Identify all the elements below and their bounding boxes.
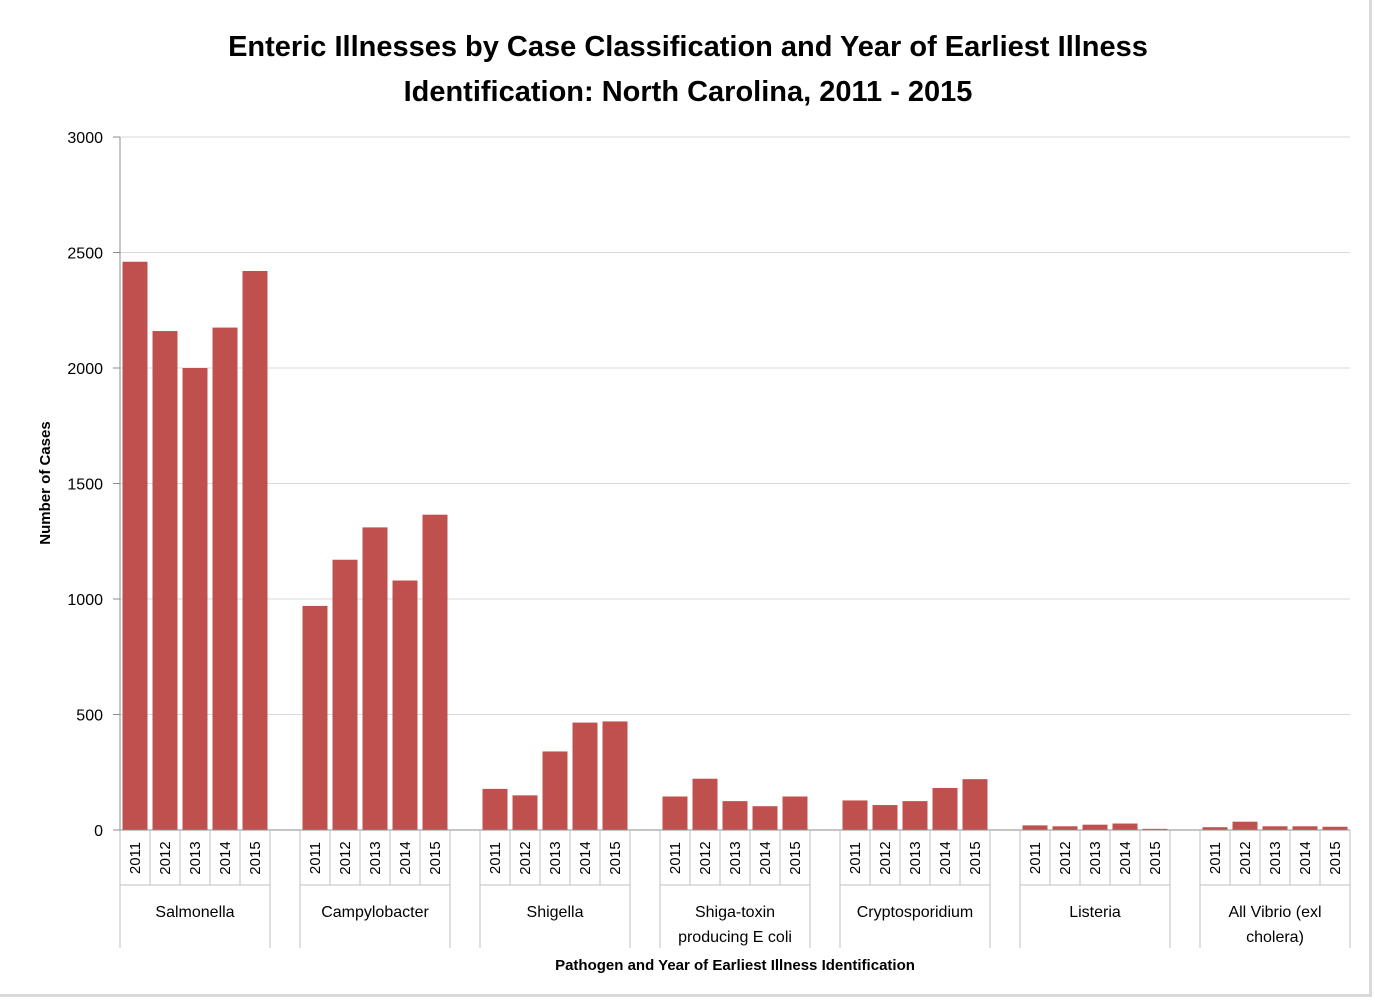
bar-listeria-2015 xyxy=(1142,828,1168,830)
year-label: 2011 xyxy=(127,842,144,874)
bar-cryptosporidium-2014 xyxy=(932,787,958,830)
year-label: 2015 xyxy=(787,841,804,874)
year-label: 2012 xyxy=(337,841,354,874)
chart-title-line-1: Enteric Illnesses by Case Classification… xyxy=(228,31,1148,63)
year-label: 2014 xyxy=(937,841,954,874)
bar-all-vibrio-exl-cholera--2013 xyxy=(1262,826,1288,830)
y-tick-label-1500: 1500 xyxy=(67,477,103,494)
category-label: Campylobacter xyxy=(321,904,429,921)
bar-shigella-2014 xyxy=(572,722,598,830)
category-label: Cryptosporidium xyxy=(857,904,973,921)
year-label: 2013 xyxy=(1087,841,1104,874)
bar-listeria-2011 xyxy=(1022,825,1048,830)
bar-cryptosporidium-2015 xyxy=(962,779,988,830)
y-tick-label-3000: 3000 xyxy=(67,130,103,147)
year-label: 2014 xyxy=(757,841,774,874)
year-label: 2014 xyxy=(1297,841,1314,874)
y-tick-label-1000: 1000 xyxy=(67,592,103,609)
year-label: 2011 xyxy=(487,842,504,874)
bar-cryptosporidium-2012 xyxy=(872,805,898,830)
bar-shiga-toxin-producing-e-coli-2013 xyxy=(722,801,748,830)
year-label: 2014 xyxy=(217,841,234,874)
year-label: 2011 xyxy=(667,842,684,874)
year-label: 2012 xyxy=(1057,841,1074,874)
category-label: producing E coli xyxy=(678,929,792,946)
y-axis-title: Number of Cases xyxy=(37,421,54,544)
year-label: 2012 xyxy=(1237,841,1254,874)
bar-shiga-toxin-producing-e-coli-2011 xyxy=(662,796,688,830)
bar-campylobacter-2011 xyxy=(302,605,328,830)
chart-title: Enteric Illnesses by Case Classification… xyxy=(228,31,1148,108)
bar-shiga-toxin-producing-e-coli-2012 xyxy=(692,778,718,830)
x-axis-title: Pathogen and Year of Earliest Illness Id… xyxy=(555,957,915,974)
category-label: Listeria xyxy=(1069,904,1121,921)
category-label: Salmonella xyxy=(155,904,234,921)
year-label: 2011 xyxy=(307,842,324,874)
year-label: 2011 xyxy=(847,842,864,874)
bar-shiga-toxin-producing-e-coli-2014 xyxy=(752,806,778,830)
bar-campylobacter-2014 xyxy=(392,580,418,830)
year-label: 2013 xyxy=(907,841,924,874)
bar-campylobacter-2015 xyxy=(422,514,448,830)
bar-listeria-2013 xyxy=(1082,824,1108,830)
year-label: 2013 xyxy=(367,841,384,874)
year-label: 2015 xyxy=(1147,841,1164,874)
category-label: All Vibrio (exl xyxy=(1228,904,1321,921)
y-tick-label-2000: 2000 xyxy=(67,361,103,378)
y-tick-label-500: 500 xyxy=(76,708,103,725)
bar-salmonella-2013 xyxy=(182,368,208,830)
year-label: 2014 xyxy=(577,841,594,874)
bar-all-vibrio-exl-cholera--2012 xyxy=(1232,821,1258,830)
bar-campylobacter-2012 xyxy=(332,559,358,830)
year-label: 2013 xyxy=(727,841,744,874)
year-label: 2012 xyxy=(697,841,714,874)
year-label: 2015 xyxy=(427,841,444,874)
bar-listeria-2012 xyxy=(1052,826,1078,830)
bars xyxy=(122,261,1348,831)
bar-shigella-2011 xyxy=(482,788,508,830)
x-axis: 2011 2012 2013 2014 2015 Salmonella 2011 2012 20… xyxy=(119,829,1351,948)
year-label: 2014 xyxy=(397,841,414,874)
bar-shiga-toxin-producing-e-coli-2015 xyxy=(782,796,808,830)
bar-all-vibrio-exl-cholera--2014 xyxy=(1292,826,1318,830)
year-label: 2012 xyxy=(517,841,534,874)
bar-shigella-2013 xyxy=(542,751,568,830)
bar-listeria-2014 xyxy=(1112,823,1138,830)
bar-salmonella-2014 xyxy=(212,327,238,830)
y-tick-label-0: 0 xyxy=(94,823,103,840)
year-label: 2012 xyxy=(157,841,174,874)
bar-shigella-2012 xyxy=(512,795,538,830)
year-label: 2015 xyxy=(247,841,264,874)
year-label: 2013 xyxy=(187,841,204,874)
category-label: Shigella xyxy=(527,904,584,921)
bar-all-vibrio-exl-cholera--2015 xyxy=(1322,826,1348,830)
chart-title-line-2: Identification: North Carolina, 2011 - 2… xyxy=(404,76,973,108)
bar-campylobacter-2013 xyxy=(362,527,388,830)
year-label: 2015 xyxy=(607,841,624,874)
bar-salmonella-2015 xyxy=(242,270,268,831)
year-label: 2011 xyxy=(1027,842,1044,874)
bar-all-vibrio-exl-cholera--2011 xyxy=(1202,827,1228,830)
bar-cryptosporidium-2013 xyxy=(902,801,928,830)
category-label: Shiga-toxin xyxy=(695,904,775,921)
bar-shigella-2015 xyxy=(602,721,628,830)
year-label: 2011 xyxy=(1207,842,1224,874)
year-label: 2013 xyxy=(1267,841,1284,874)
year-label: 2013 xyxy=(547,841,564,874)
year-label: 2015 xyxy=(967,841,984,874)
year-label: 2014 xyxy=(1117,841,1134,874)
year-label: 2015 xyxy=(1327,841,1344,874)
bar-salmonella-2012 xyxy=(152,331,178,830)
y-axis: 0 500 1000 1500 2000 2500 3000 xyxy=(67,130,121,840)
bar-cryptosporidium-2011 xyxy=(842,800,868,830)
y-tick-label-2500: 2500 xyxy=(67,246,103,263)
bar-salmonella-2011 xyxy=(122,261,148,830)
category-label: cholera) xyxy=(1246,929,1304,946)
year-label: 2012 xyxy=(877,841,894,874)
